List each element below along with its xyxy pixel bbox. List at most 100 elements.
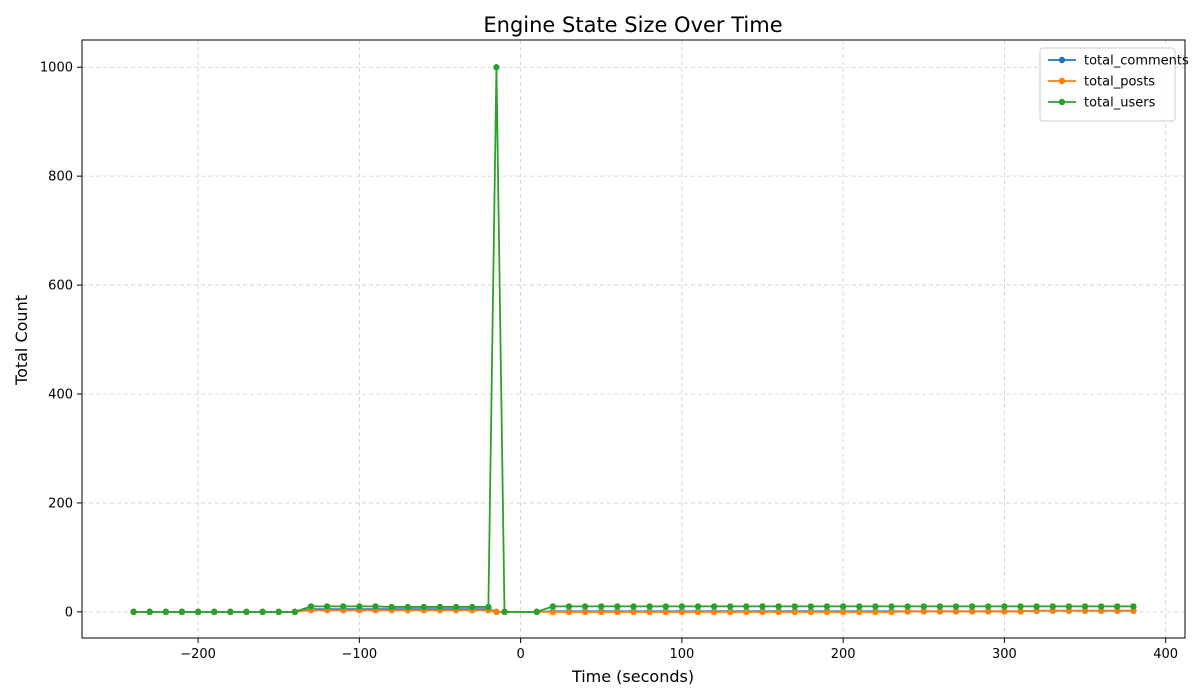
data-point: [1017, 603, 1024, 610]
y-tick-label: 800: [48, 170, 73, 185]
data-point: [710, 603, 718, 610]
legend-item: total_comments: [1048, 54, 1189, 69]
data-point: [146, 608, 153, 616]
data-point: [920, 603, 927, 610]
data-point: [662, 603, 669, 610]
data-point: [162, 608, 170, 616]
legend-label: total_posts: [1084, 75, 1155, 90]
data-point: [1001, 603, 1008, 610]
data-point: [549, 603, 557, 610]
data-point: [872, 608, 879, 616]
data-point: [936, 603, 944, 610]
data-point: [839, 608, 847, 616]
x-tick-label: 200: [831, 647, 856, 662]
data-point: [372, 603, 379, 610]
data-point: [178, 608, 186, 616]
y-tick-label: 600: [48, 279, 73, 294]
plot-frame: [81, 39, 1186, 639]
data-point: [759, 608, 766, 616]
legend: total_comments total_posts total_users: [1039, 47, 1189, 122]
data-point: [694, 608, 702, 616]
data-point: [581, 603, 589, 610]
x-tick-label: 400: [1153, 647, 1178, 662]
data-point: [807, 608, 815, 616]
data-point: [920, 608, 927, 615]
data-point: [194, 608, 202, 616]
data-point: [614, 608, 621, 616]
data-point: [791, 603, 798, 610]
data-point: [791, 608, 798, 616]
tick-layer: −200 −100 0 100 200 300 400 0 200 400 600 800 1000: [40, 61, 1178, 662]
data-point: [581, 608, 589, 616]
data-point: [1033, 603, 1040, 610]
data-point: [493, 608, 500, 616]
data-point: [694, 603, 702, 610]
data-point: [952, 603, 960, 610]
x-tick-label: −200: [180, 647, 216, 662]
data-point: [1114, 603, 1121, 610]
data-point: [130, 608, 137, 616]
legend-item: total_users: [1048, 96, 1156, 111]
x-tick-label: −100: [342, 647, 378, 662]
data-point: [662, 608, 669, 616]
data-point: [823, 603, 831, 610]
data-point: [839, 603, 847, 610]
data-point: [856, 608, 863, 616]
data-point: [275, 608, 282, 616]
legend-label: total_users: [1084, 96, 1156, 111]
legend-marker: [1058, 77, 1066, 85]
data-point: [807, 603, 815, 610]
data-point: [630, 608, 637, 616]
data-point: [1017, 608, 1024, 615]
data-point: [485, 603, 492, 611]
grid-layer: [82, 40, 1185, 638]
data-point: [469, 603, 476, 611]
y-tick-label: 1000: [40, 61, 73, 76]
data-point: [307, 603, 315, 610]
data-point: [227, 608, 234, 616]
series-layer: [130, 64, 1137, 616]
data-point: [493, 64, 500, 71]
data-point: [727, 603, 734, 610]
data-point: [743, 603, 750, 610]
legend-label: total_comments: [1084, 54, 1189, 69]
data-point: [678, 608, 686, 616]
data-point: [549, 608, 557, 616]
data-point: [823, 608, 831, 616]
x-axis-label: Time (seconds): [571, 667, 694, 686]
data-point: [291, 608, 299, 616]
data-point: [452, 603, 460, 611]
data-point: [211, 608, 218, 616]
data-point: [533, 608, 540, 616]
data-point: [1081, 603, 1089, 610]
data-point: [340, 603, 347, 610]
data-point: [1097, 603, 1105, 610]
legend-item: total_posts: [1048, 75, 1155, 90]
data-point: [888, 608, 895, 616]
data-point: [727, 608, 734, 616]
data-point: [936, 608, 944, 615]
data-point: [323, 603, 331, 610]
y-axis-label: Total Count: [12, 295, 31, 386]
legend-marker: [1058, 98, 1066, 106]
series-line: [133, 66, 1134, 613]
data-point: [1065, 603, 1073, 610]
data-point: [598, 603, 605, 610]
data-point: [630, 603, 637, 610]
data-point: [904, 603, 911, 610]
data-point: [985, 608, 992, 615]
y-tick-label: 200: [48, 496, 73, 511]
data-point: [759, 603, 766, 610]
data-point: [1130, 603, 1137, 610]
data-point: [856, 603, 863, 610]
data-point: [565, 608, 573, 616]
data-point: [646, 603, 653, 610]
y-tick-label: 0: [65, 605, 73, 620]
data-point: [743, 608, 750, 616]
data-point: [565, 603, 573, 610]
series-total_users: [130, 64, 1137, 616]
data-point: [614, 603, 621, 610]
data-point: [1049, 603, 1056, 610]
data-point: [710, 608, 718, 616]
